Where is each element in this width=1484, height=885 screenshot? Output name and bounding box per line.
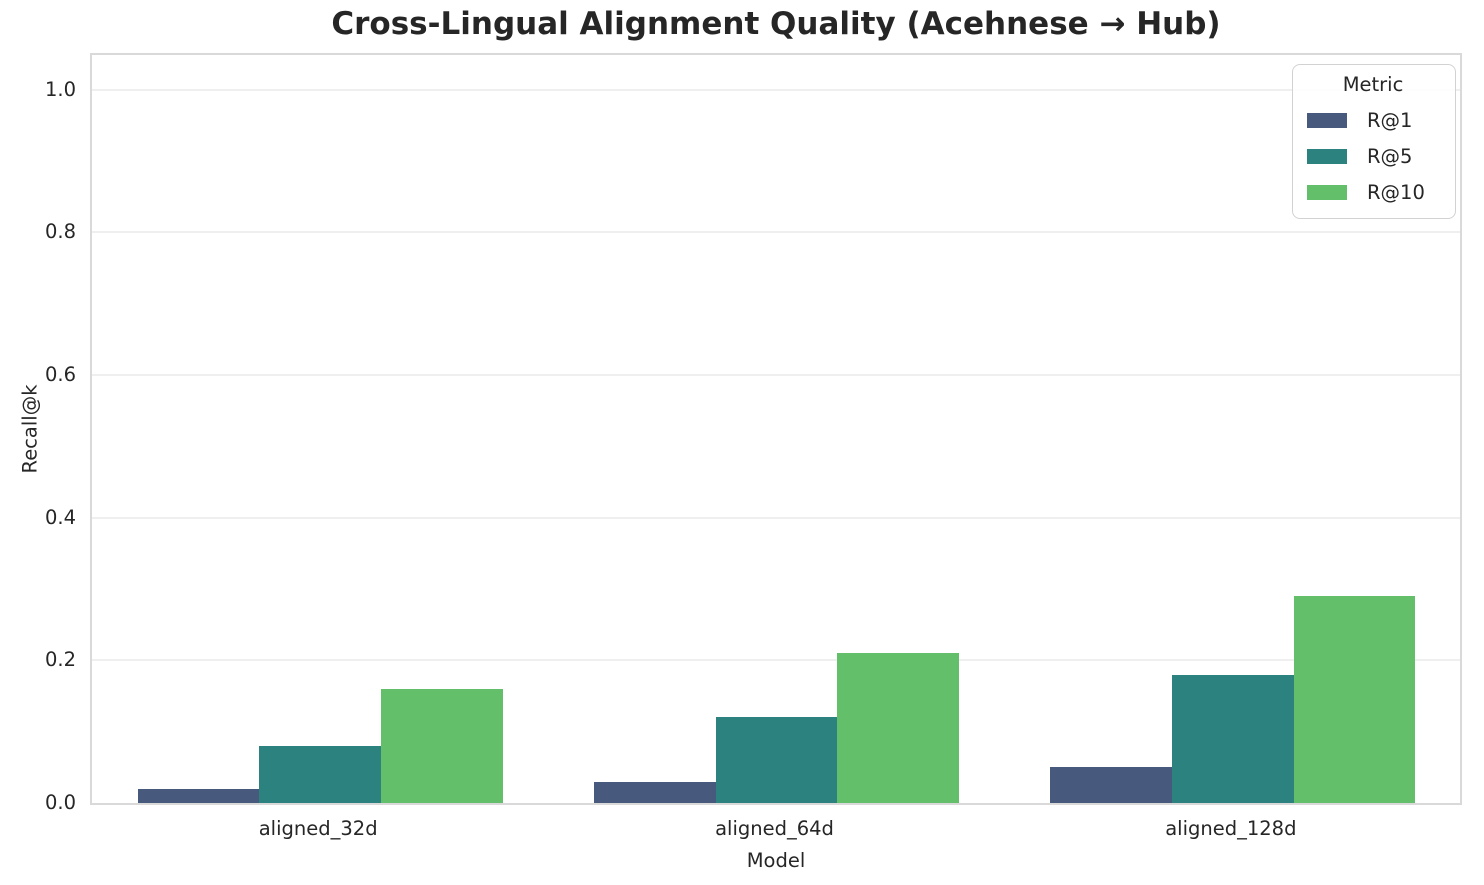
bar-aligned_64d-R@5: [715, 717, 838, 803]
gridline-0.2: [92, 659, 1460, 662]
y-tick-label-1.0: 1.0: [44, 77, 76, 101]
y-tick-label-0.8: 0.8: [44, 220, 76, 244]
y-tick-label-0.0: 0.0: [44, 791, 76, 814]
legend-swatch-R@1: [1307, 113, 1347, 128]
legend-label-R@1: R@1: [1367, 109, 1413, 132]
y-tick-label-0.6: 0.6: [44, 363, 76, 386]
legend-entries: R@1 R@5 R@10: [1307, 109, 1439, 204]
bar-aligned_128d-R@1: [1050, 767, 1172, 803]
y-tick-label-0.4: 0.4: [44, 505, 76, 529]
legend: Metric R@1 R@5 R@10: [1292, 64, 1456, 219]
x-tick-label-aligned_64d: aligned_64d: [715, 817, 834, 840]
chart-title: Cross-Lingual Alignment Quality (Acehnes…: [331, 6, 1221, 42]
legend-entry-R@5: R@5: [1307, 145, 1439, 168]
legend-entry-R@1: R@1: [1307, 109, 1439, 132]
x-axis-label: Model: [746, 849, 806, 872]
x-tick-label-aligned_128d: aligned_128d: [1165, 817, 1297, 840]
bar-aligned_64d-R@10: [837, 653, 960, 803]
gridline-0.8: [92, 231, 1460, 234]
y-axis-label: Recall@k: [18, 384, 42, 474]
bar-aligned_32d-R@10: [381, 688, 503, 803]
bar-aligned_128d-R@5: [1171, 674, 1294, 803]
legend-label-R@5: R@5: [1367, 145, 1413, 168]
y-tick-label-0.2: 0.2: [44, 648, 76, 672]
legend-entry-R@10: R@10: [1307, 181, 1439, 204]
gridline-1.0: [92, 88, 1460, 91]
bar-aligned_128d-R@10: [1293, 596, 1416, 803]
plot-area: Metric R@1 R@5 R@10: [90, 53, 1462, 805]
legend-swatch-R@5: [1307, 149, 1347, 164]
legend-label-R@10: R@10: [1367, 181, 1425, 204]
legend-swatch-R@10: [1307, 185, 1347, 200]
gridline-0.6: [92, 374, 1460, 376]
legend-title: Metric: [1342, 73, 1404, 96]
gridline-0.4: [92, 516, 1460, 519]
x-tick-label-aligned_32d: aligned_32d: [258, 817, 378, 840]
bar-aligned_32d-R@5: [259, 745, 381, 803]
bar-aligned_32d-R@1: [137, 788, 260, 803]
bar-aligned_64d-R@1: [593, 781, 716, 803]
